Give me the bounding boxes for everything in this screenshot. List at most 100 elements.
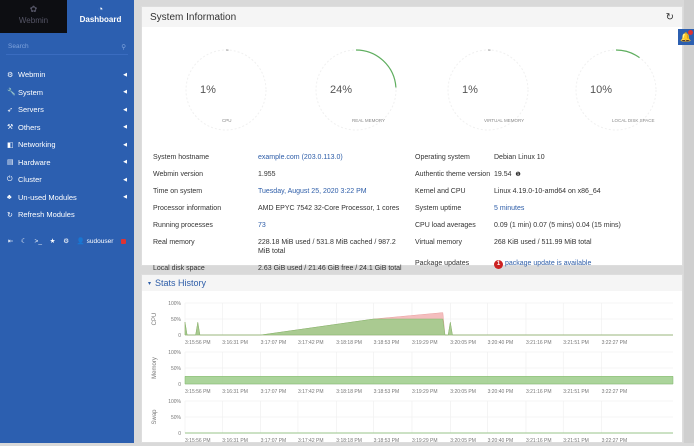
terminal-icon[interactable]: >_ [35,238,42,245]
stats-history-toggle[interactable]: ▾Stats History [142,275,682,291]
sidebar-item-refresh-modules[interactable]: ↻Refresh Modules [0,206,134,224]
x-tick-label: 3:21:16 PM [526,438,552,444]
x-tick-label: 3:18:18 PM [336,340,362,346]
x-tick-label: 3:20:40 PM [488,438,514,444]
update-count-badge: 1 [494,260,503,269]
x-tick-label: 3:20:40 PM [488,340,514,346]
x-tick-label: 3:17:42 PM [298,340,324,346]
x-tick-label: 3:22:27 PM [602,389,628,395]
notification-badge [688,30,693,35]
sidebar-item-webmin[interactable]: ⚙Webmin◀ [0,66,134,84]
gauge-virtual-memory: 1% VIRTUAL MEMORY [444,46,532,134]
tab-dashboard[interactable]: ◔Dashboard [67,0,134,33]
username: sudouser [87,238,114,245]
sidebar-item-cluster[interactable]: ⏻Cluster◀ [0,171,134,189]
x-tick-label: 3:17:07 PM [261,389,287,395]
x-tick-label: 3:19:29 PM [412,389,438,395]
x-tick-label: 3:18:18 PM [336,389,362,395]
sidebar-item-label: Hardware [18,158,123,167]
refresh-icon: ↻ [7,211,18,219]
sidebar-footer: ⇤ ☾ >_ ★ ⚙ 👤 sudouser [0,237,134,245]
sidebar-item-hardware[interactable]: ▤Hardware◀ [0,154,134,172]
sidebar-item-system[interactable]: 🔧System◀ [0,84,134,102]
info-value[interactable]: 73 [258,222,266,229]
scrollbar[interactable] [684,0,694,443]
info-value: 2.63 GiB used / 21.46 GiB free / 24.1 Gi… [258,265,402,272]
info-value: 268 KiB used / 511.99 MiB total [494,239,592,246]
info-label: Virtual memory [415,238,494,251]
info-value[interactable]: example.com (203.0.113.0) [258,154,343,161]
x-tick-label: 3:22:27 PM [602,340,628,346]
info-value: Linux 4.19.0-10-amd64 on x86_64 [494,188,601,195]
info-label: CPU load averages [415,221,494,234]
search-input[interactable]: Search⚲ [6,39,128,55]
puzzle-icon: ♣ [7,194,18,201]
tools-icon: ⚒ [7,123,18,131]
info-value[interactable]: package update is available [505,260,591,267]
night-mode-icon[interactable]: ☾ [21,237,27,245]
sidebar-item-others[interactable]: ⚒Others◀ [0,119,134,137]
x-tick-label: 3:21:51 PM [563,389,589,395]
info-value[interactable]: Tuesday, August 25, 2020 3:22 PM [258,188,367,195]
x-tick-label: 3:22:27 PM [602,438,628,444]
star-icon[interactable]: ★ [50,237,56,245]
x-tick-label: 3:20:05 PM [450,389,476,395]
y-tick-label: 100% [168,301,181,307]
gauge-real-memory: 24%REAL MEMORY [312,46,400,134]
refresh-icon[interactable]: ↻ [666,12,674,23]
settings-icon[interactable]: ⚙ [63,237,69,245]
sidebar-item-label: Un-used Modules [18,193,123,202]
x-tick-label: 3:19:29 PM [412,438,438,444]
user-link[interactable]: 👤 sudouser [77,237,114,245]
caret-left-icon: ◀ [123,194,127,200]
tab-webmin[interactable]: ✿Webmin [0,0,67,33]
x-tick-label: 3:15:56 PM [185,389,211,395]
y-tick-label: 0 [178,431,181,437]
caret-left-icon: ◀ [123,107,127,113]
x-tick-label: 3:15:56 PM [185,438,211,444]
panel-title: System Information [150,12,236,23]
caret-left-icon: ◀ [123,124,127,130]
y-axis-label: Swap [152,409,158,425]
info-value: 1.955 [258,171,276,178]
notifications-button[interactable]: 🔔 [678,29,694,45]
gauge-label: VIRTUAL MEMORY [484,118,524,123]
info-value[interactable]: 5 minutes [494,205,524,212]
gauge-label: REAL MEMORY [352,118,385,123]
collapse-icon[interactable]: ⇤ [8,237,13,245]
search-placeholder: Search [8,43,29,50]
x-tick-label: 3:21:51 PM [563,340,589,346]
gauge-value: 1% [462,84,478,96]
info-label: Package updates [415,259,494,269]
sidebar-item-servers[interactable]: ➶Servers◀ [0,101,134,119]
caret-left-icon: ◀ [123,159,127,165]
sidebar-item-label: Networking [18,140,123,149]
caret-left-icon: ◀ [123,89,127,95]
info-icon[interactable]: ❶ [515,172,520,178]
x-tick-label: 3:17:07 PM [261,340,287,346]
x-tick-label: 3:19:29 PM [412,340,438,346]
gauge-value: 1% [200,84,216,96]
x-tick-label: 3:20:05 PM [450,340,476,346]
logout-icon[interactable] [121,239,126,244]
sidebar-item-un-used-modules[interactable]: ♣Un-used Modules◀ [0,189,134,207]
x-tick-label: 3:21:16 PM [526,340,552,346]
info-label: Local disk space [153,264,258,273]
info-label: Processor information [153,204,258,217]
sidebar-item-networking[interactable]: ◧Networking◀ [0,136,134,154]
info-value: 19.54 [494,171,512,178]
caret-left-icon: ◀ [123,177,127,183]
y-tick-label: 100% [168,399,181,405]
info-label: Running processes [153,221,258,234]
